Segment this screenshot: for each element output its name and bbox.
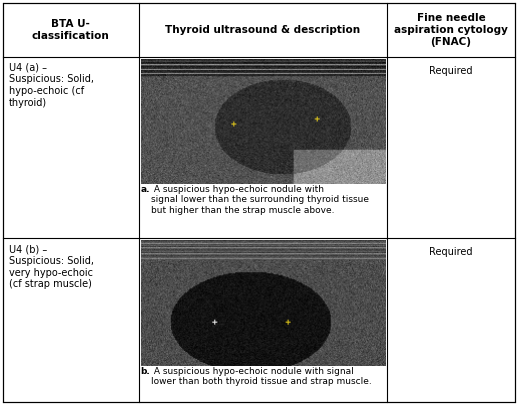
Text: Required: Required [429, 66, 473, 76]
Text: U4 (b) –
Suspicious: Solid,
very hypo-echoic
(cf strap muscle): U4 (b) – Suspicious: Solid, very hypo-ec… [9, 244, 94, 289]
Text: BTA U-
classification: BTA U- classification [32, 19, 110, 41]
Text: a.: a. [141, 185, 150, 194]
Text: Required: Required [429, 247, 473, 258]
Text: Thyroid ultrasound & description: Thyroid ultrasound & description [165, 25, 361, 35]
Text: A suspicious hypo-echoic nodule with
signal lower than the surrounding thyroid t: A suspicious hypo-echoic nodule with sig… [151, 185, 369, 215]
Text: A suspicious hypo-echoic nodule with signal
lower than both thyroid tissue and s: A suspicious hypo-echoic nodule with sig… [151, 367, 371, 386]
Text: U4 (a) –
Suspicious: Solid,
hypo-echoic (cf
thyroid): U4 (a) – Suspicious: Solid, hypo-echoic … [9, 63, 94, 108]
Text: Fine needle
aspiration cytology
(FNAC): Fine needle aspiration cytology (FNAC) [394, 13, 508, 47]
Text: b.: b. [141, 367, 150, 376]
